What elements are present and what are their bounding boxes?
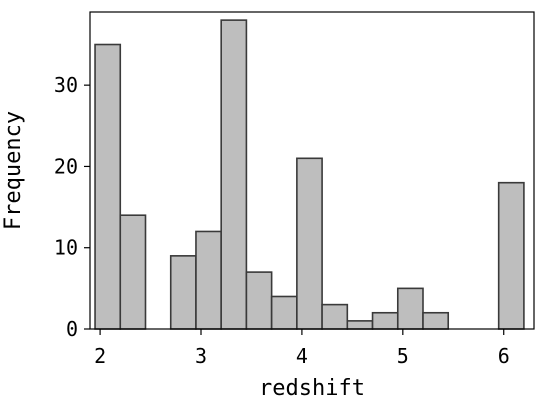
x-tick-label: 2 (94, 344, 106, 368)
bars-group (94, 19, 525, 330)
histogram-bar-12 (396, 287, 424, 330)
x-tick-label: 5 (397, 344, 409, 368)
histogram-bar-3 (169, 255, 197, 330)
histogram-bar-14 (497, 181, 525, 330)
y-tick-label: 30 (54, 73, 78, 97)
histogram-bar-2 (119, 214, 147, 330)
histogram-bar-1 (94, 43, 122, 330)
x-axis-ticks: 2 3 4 5 6 (94, 329, 510, 368)
histogram-bar-10 (346, 320, 374, 330)
x-axis-label: redshift (259, 376, 365, 400)
x-tick-label: 6 (498, 344, 510, 368)
y-tick-label: 0 (66, 317, 78, 341)
y-axis-label: Frequency (1, 111, 26, 230)
histogram-bar-11 (371, 311, 399, 330)
x-tick-label: 4 (296, 344, 308, 368)
histogram-bar-9 (321, 303, 349, 330)
x-tick-label: 3 (195, 344, 207, 368)
histogram-bar-7 (270, 295, 298, 330)
histogram-bar-13 (422, 311, 450, 330)
y-tick-label: 10 (54, 236, 78, 260)
histogram-bar-6 (245, 271, 273, 330)
histogram-bar-5 (220, 19, 248, 330)
histogram-bar-4 (195, 230, 222, 330)
plot-frame (89, 11, 535, 330)
y-tick-label: 20 (54, 154, 78, 178)
histogram-bar-8 (296, 157, 323, 330)
y-axis-ticks: 0 10 20 30 (54, 73, 90, 341)
